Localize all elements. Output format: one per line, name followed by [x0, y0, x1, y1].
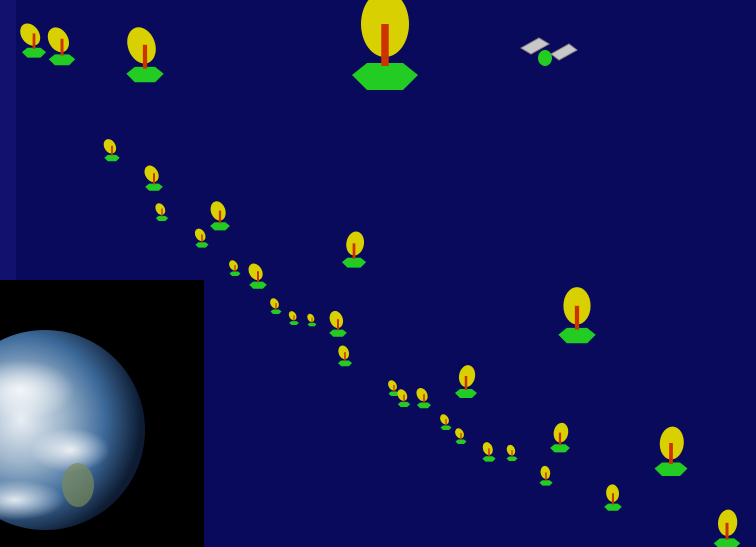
station-mast — [312, 318, 313, 324]
station-mast — [234, 265, 235, 272]
station-mast — [488, 448, 490, 456]
station-mast — [381, 24, 389, 66]
station-mast — [511, 450, 512, 457]
station-mast — [403, 395, 404, 403]
station-mast — [257, 271, 259, 282]
station-mast — [726, 523, 729, 540]
station-mast — [344, 352, 346, 361]
left-edge-band — [0, 0, 16, 280]
earth-image — [0, 280, 204, 547]
station-mast — [545, 472, 547, 480]
station-mast — [559, 433, 561, 446]
earth-landmass — [62, 463, 94, 507]
station-mast — [465, 376, 468, 390]
station-mast — [337, 319, 339, 330]
station-mast — [161, 209, 162, 217]
station-mast — [575, 306, 579, 330]
station-mast — [61, 39, 64, 56]
station-mast — [33, 33, 36, 48]
station-mast — [111, 146, 113, 156]
station-mast — [201, 234, 203, 242]
station-mast — [353, 243, 356, 258]
station-mast — [612, 493, 614, 504]
station-mast — [460, 433, 461, 440]
satellite-body — [538, 50, 552, 66]
station-mast — [393, 385, 394, 392]
station-mast — [275, 303, 276, 310]
station-mast — [669, 443, 673, 464]
station-mast — [423, 394, 425, 403]
station-mast — [445, 419, 446, 426]
station-mast — [219, 211, 221, 224]
station-mast — [143, 45, 147, 69]
earth-cloud — [30, 428, 110, 472]
station-mast — [153, 173, 155, 184]
station-mast — [293, 315, 294, 321]
